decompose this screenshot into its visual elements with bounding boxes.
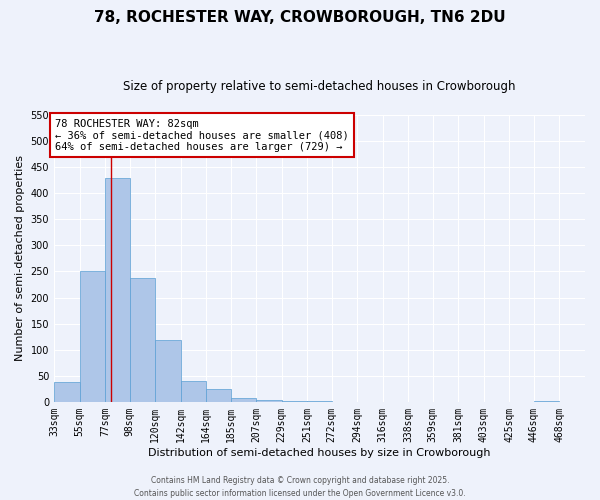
Title: Size of property relative to semi-detached houses in Crowborough: Size of property relative to semi-detach… [123, 80, 516, 93]
Bar [54, 382, 80, 402]
X-axis label: Distribution of semi-detached houses by size in Crowborough: Distribution of semi-detached houses by … [148, 448, 491, 458]
Bar [155, 340, 181, 402]
Y-axis label: Number of semi-detached properties: Number of semi-detached properties [15, 156, 25, 362]
Bar [130, 278, 155, 402]
Bar [206, 390, 230, 402]
Bar [256, 400, 282, 402]
Bar [80, 272, 105, 402]
Bar [105, 178, 130, 402]
Text: Contains HM Land Registry data © Crown copyright and database right 2025.
Contai: Contains HM Land Registry data © Crown c… [134, 476, 466, 498]
Text: 78, ROCHESTER WAY, CROWBOROUGH, TN6 2DU: 78, ROCHESTER WAY, CROWBOROUGH, TN6 2DU [94, 10, 506, 25]
Bar [181, 381, 206, 402]
Text: 78 ROCHESTER WAY: 82sqm
← 36% of semi-detached houses are smaller (408)
64% of s: 78 ROCHESTER WAY: 82sqm ← 36% of semi-de… [55, 118, 349, 152]
Bar [230, 398, 256, 402]
